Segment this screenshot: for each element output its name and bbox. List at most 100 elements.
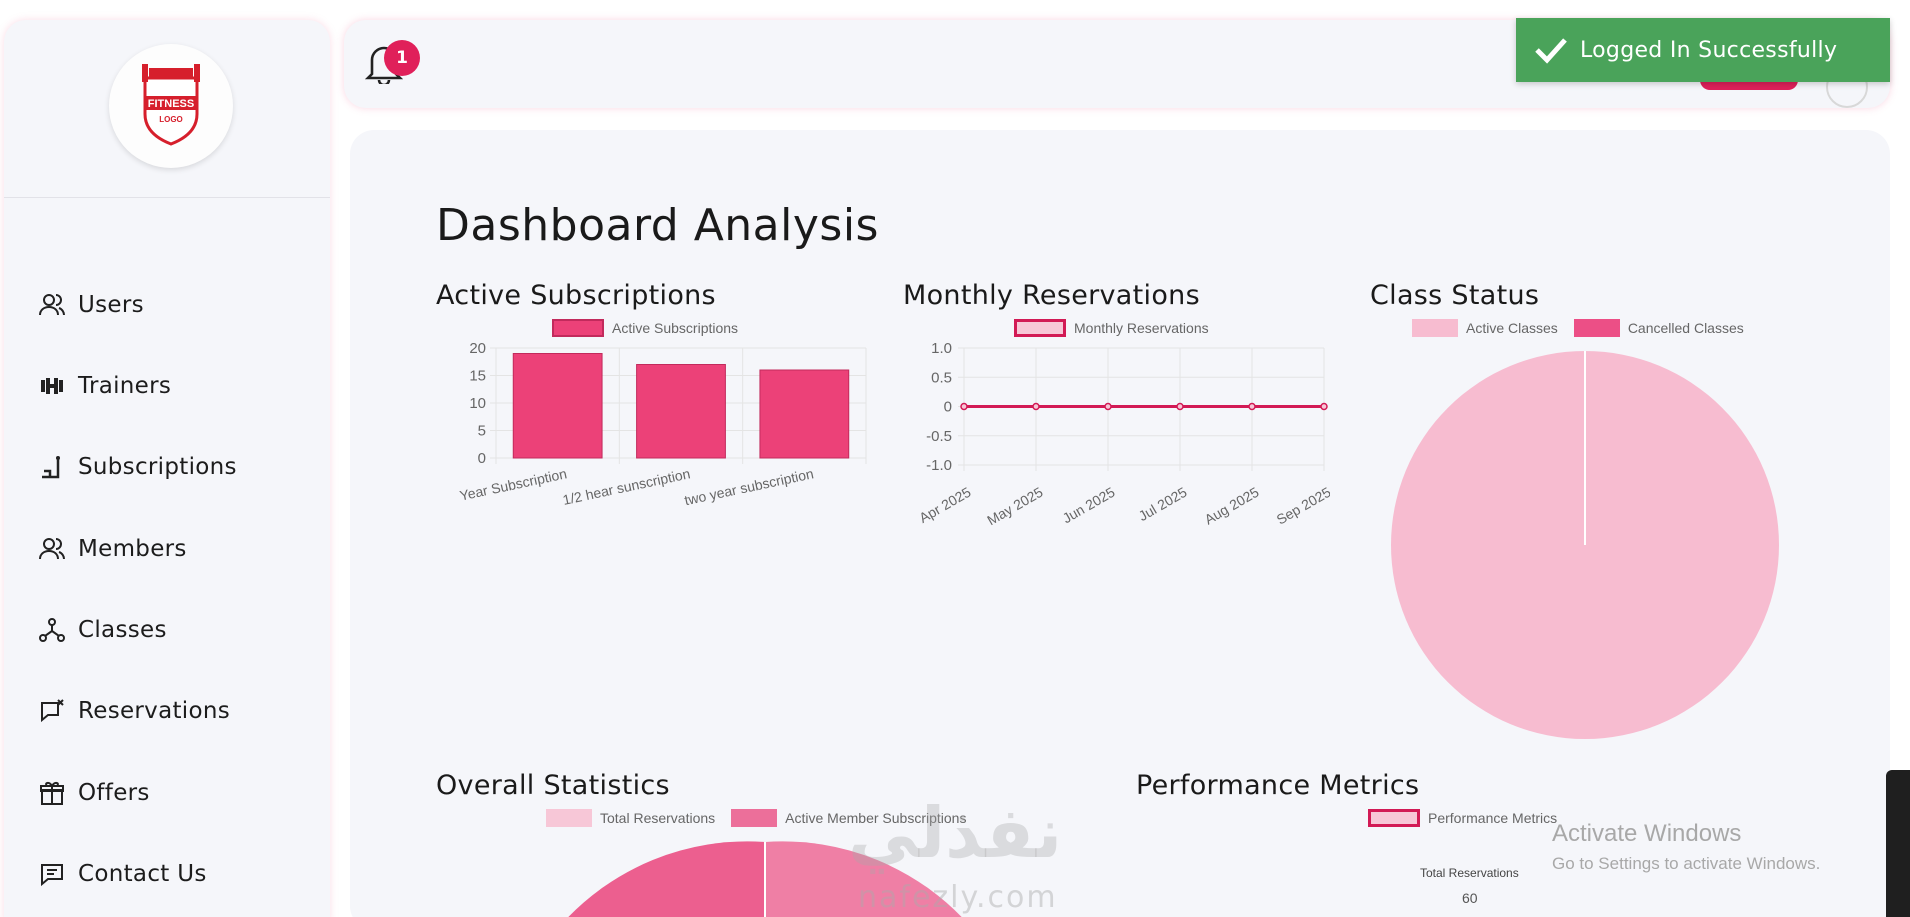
y-tick-label: -0.5 — [926, 428, 952, 445]
overall-statistics-chart — [568, 841, 962, 917]
x-tick-label: Sep 2025 — [1274, 484, 1330, 528]
data-point — [960, 402, 968, 411]
x-tick-label: two year subscription — [683, 465, 815, 508]
x-tick-label: Aug 2025 — [1202, 484, 1262, 528]
legend-label: Active Member Subscriptions — [785, 810, 967, 826]
performance-axis-label: Total Reservations — [1420, 866, 1519, 880]
nafezly-watermark-arabic: نفذلي — [848, 792, 1063, 874]
chart-legend-performance-metrics[interactable]: Performance Metrics — [1368, 809, 1557, 827]
sidebar-item-offers[interactable]: Offers — [38, 773, 150, 813]
x-tick-label: Apr 2025 — [916, 484, 973, 526]
y-tick-label: 0 — [478, 450, 486, 467]
y-tick-label: 15 — [469, 368, 486, 385]
page-title: Dashboard Analysis — [436, 200, 879, 251]
reservations-icon — [41, 699, 64, 723]
legend-label: Monthly Reservations — [1074, 320, 1209, 336]
nafezly-watermark: nafezly.com — [858, 880, 1058, 915]
sidebar-item-subscriptions[interactable]: Subscriptions — [38, 447, 237, 487]
sidebar: FITNESS LOGO Users Trainers Subscription… — [4, 20, 330, 917]
sidebar-item-contact-us[interactable]: Contact Us — [38, 854, 207, 894]
dumbbell-icon — [41, 378, 63, 394]
data-point — [1176, 402, 1184, 411]
activate-windows-subtitle: Go to Settings to activate Windows. — [1552, 854, 1821, 873]
data-point — [1248, 402, 1256, 411]
legend-label: Performance Metrics — [1428, 810, 1558, 826]
monthly-reservations-chart: 1.0 0.5 0 -0.5 -1.0 Apr 2025 May 2025 Jun 2025 J… — [916, 340, 1330, 529]
subscriptions-icon — [42, 456, 60, 479]
y-tick-label: 1.0 — [931, 340, 952, 357]
legend-item-active-classes[interactable]: Active Classes — [1412, 319, 1558, 337]
logo-text-logo: LOGO — [159, 115, 183, 124]
data-point — [1320, 402, 1328, 411]
floating-toolbar[interactable] — [1886, 770, 1910, 917]
logo-text-fitness: FITNESS — [148, 98, 194, 110]
data-point — [1104, 402, 1112, 411]
x-tick-label: Jul 2025 — [1136, 484, 1190, 524]
chart-legend-overall-statistics[interactable]: Total Reservations Active Member Subscri… — [546, 809, 982, 827]
legend-swatch — [1412, 319, 1458, 337]
chart-title-active-subscriptions: Active Subscriptions — [436, 280, 716, 311]
chart-title-performance-metrics: Performance Metrics — [1136, 770, 1420, 801]
chart-legend-class-status[interactable]: Active Classes Cancelled Classes — [1412, 319, 1760, 337]
legend-swatch — [1573, 319, 1620, 337]
notification-badge: 1 — [384, 40, 420, 76]
chart-title-class-status: Class Status — [1370, 280, 1540, 311]
y-tick-label: 20 — [469, 340, 486, 357]
y-tick-label: 0.5 — [931, 369, 952, 386]
sidebar-item-label: Users — [78, 292, 144, 318]
x-tick-label: Year Subscription — [458, 465, 568, 503]
chart-title-monthly-reservations: Monthly Reservations — [903, 280, 1200, 311]
sidebar-item-label: Trainers — [78, 373, 172, 399]
chart-legend-active-subscriptions[interactable]: Active Subscriptions — [552, 319, 738, 337]
gift-icon — [40, 782, 64, 805]
legend-item-cancelled-classes[interactable]: Cancelled Classes — [1573, 319, 1744, 337]
legend-label: Active Subscriptions — [612, 320, 739, 336]
sidebar-item-trainers[interactable]: Trainers — [38, 366, 171, 406]
pie-slice-total-reservations — [568, 841, 765, 917]
legend-label: Cancelled Classes — [1627, 320, 1744, 336]
toast-message: Logged In Successfully — [1580, 37, 1838, 63]
y-tick-label: -1.0 — [926, 457, 952, 474]
chart-title-overall-statistics: Overall Statistics — [436, 770, 670, 801]
legend-item-total-reservations[interactable]: Total Reservations — [546, 809, 715, 827]
fitness-logo[interactable]: FITNESS LOGO — [109, 44, 233, 168]
x-tick-label: 1/2 hear sunscription — [561, 465, 691, 508]
sidebar-item-reservations[interactable]: Reservations — [38, 691, 230, 731]
legend-label: Total Reservations — [600, 810, 716, 826]
sidebar-item-members[interactable]: Members — [38, 529, 187, 569]
legend-swatch — [1014, 319, 1066, 337]
users-icon — [39, 294, 65, 316]
data-point — [1032, 402, 1040, 411]
y-tick-label: 5 — [478, 423, 486, 440]
x-tick-label: Jun 2025 — [1060, 484, 1118, 527]
sidebar-item-label: Subscriptions — [78, 454, 237, 480]
bar — [759, 369, 850, 459]
x-tick-label: May 2025 — [984, 484, 1045, 529]
sidebar-item-label: Offers — [78, 780, 150, 806]
legend-label: Active Classes — [1466, 320, 1558, 336]
legend-item-active-member-subscriptions[interactable]: Active Member Subscriptions — [731, 809, 966, 827]
sidebar-item-classes[interactable]: Classes — [38, 610, 167, 650]
performance-tick-label: 60 — [1462, 890, 1478, 906]
legend-swatch — [552, 319, 604, 337]
pie-slice-active-member-subscriptions — [765, 841, 962, 917]
bar — [512, 353, 603, 459]
legend-swatch — [546, 809, 592, 827]
sidebar-item-label: Reservations — [78, 698, 231, 724]
chat-icon — [41, 864, 63, 887]
members-icon — [39, 538, 65, 560]
activate-windows-title: Activate Windows — [1552, 820, 1742, 847]
toast-notification[interactable]: Logged In Successfully — [1516, 18, 1890, 82]
activate-windows-notice: Activate Windows Go to Settings to activ… — [1552, 820, 1820, 874]
y-tick-label: 0 — [944, 399, 952, 416]
chart-legend-monthly-reservations[interactable]: Monthly Reservations — [1014, 319, 1209, 337]
sidebar-item-label: Classes — [78, 617, 167, 643]
classes-icon — [39, 618, 65, 642]
sidebar-item-users[interactable]: Users — [38, 285, 144, 325]
check-icon — [1535, 38, 1567, 64]
bar — [636, 364, 726, 459]
legend-swatch — [731, 809, 778, 827]
logo-area: FITNESS LOGO — [4, 20, 330, 198]
sidebar-item-label: Members — [78, 536, 187, 562]
